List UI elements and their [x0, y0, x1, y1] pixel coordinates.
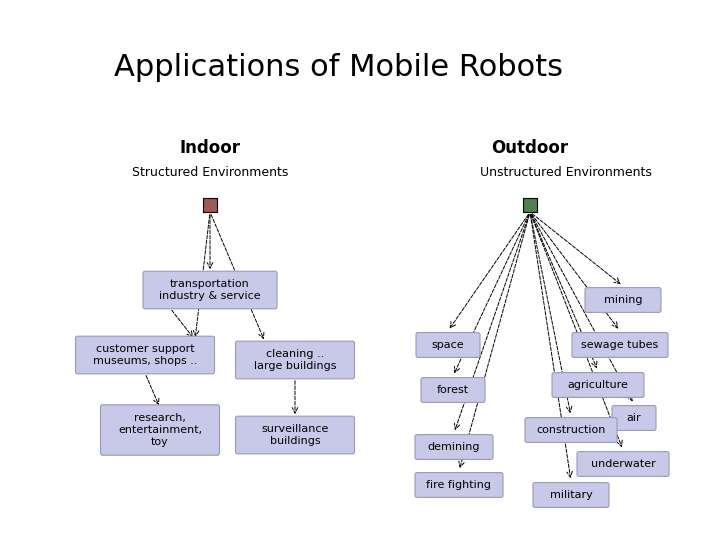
- FancyBboxPatch shape: [415, 435, 493, 460]
- FancyBboxPatch shape: [533, 483, 609, 508]
- Text: Unstructured Environments: Unstructured Environments: [480, 165, 652, 179]
- Text: military: military: [549, 490, 593, 500]
- FancyBboxPatch shape: [572, 333, 668, 357]
- FancyBboxPatch shape: [577, 451, 669, 476]
- Text: Applications of Mobile Robots: Applications of Mobile Robots: [114, 53, 563, 83]
- Text: fire fighting: fire fighting: [426, 480, 492, 490]
- Text: sewage tubes: sewage tubes: [581, 340, 659, 350]
- FancyBboxPatch shape: [101, 405, 220, 455]
- FancyBboxPatch shape: [76, 336, 215, 374]
- Text: Indoor: Indoor: [179, 139, 240, 157]
- FancyBboxPatch shape: [415, 472, 503, 497]
- Text: space: space: [432, 340, 464, 350]
- Text: underwater: underwater: [590, 459, 655, 469]
- Text: agriculture: agriculture: [567, 380, 629, 390]
- FancyBboxPatch shape: [235, 341, 354, 379]
- FancyBboxPatch shape: [525, 417, 617, 442]
- Text: mining: mining: [604, 295, 642, 305]
- Text: forest: forest: [437, 385, 469, 395]
- Text: Outdoor: Outdoor: [492, 139, 569, 157]
- FancyBboxPatch shape: [612, 406, 656, 430]
- FancyBboxPatch shape: [235, 416, 354, 454]
- Text: research,
entertainment,
toy: research, entertainment, toy: [118, 414, 202, 447]
- Text: demining: demining: [428, 442, 480, 452]
- Text: customer support
museums, shops ..: customer support museums, shops ..: [93, 344, 197, 366]
- FancyBboxPatch shape: [552, 373, 644, 397]
- FancyBboxPatch shape: [421, 377, 485, 402]
- Text: Structured Environments: Structured Environments: [132, 165, 288, 179]
- Bar: [523, 198, 537, 212]
- Text: construction: construction: [536, 425, 606, 435]
- FancyBboxPatch shape: [416, 333, 480, 357]
- FancyBboxPatch shape: [143, 271, 277, 309]
- Text: air: air: [626, 413, 642, 423]
- FancyBboxPatch shape: [585, 288, 661, 313]
- Text: surveillance
buildings: surveillance buildings: [261, 424, 329, 446]
- Bar: [203, 198, 217, 212]
- Text: transportation
industry & service: transportation industry & service: [159, 279, 261, 301]
- Text: cleaning ..
large buildings: cleaning .. large buildings: [253, 349, 336, 371]
